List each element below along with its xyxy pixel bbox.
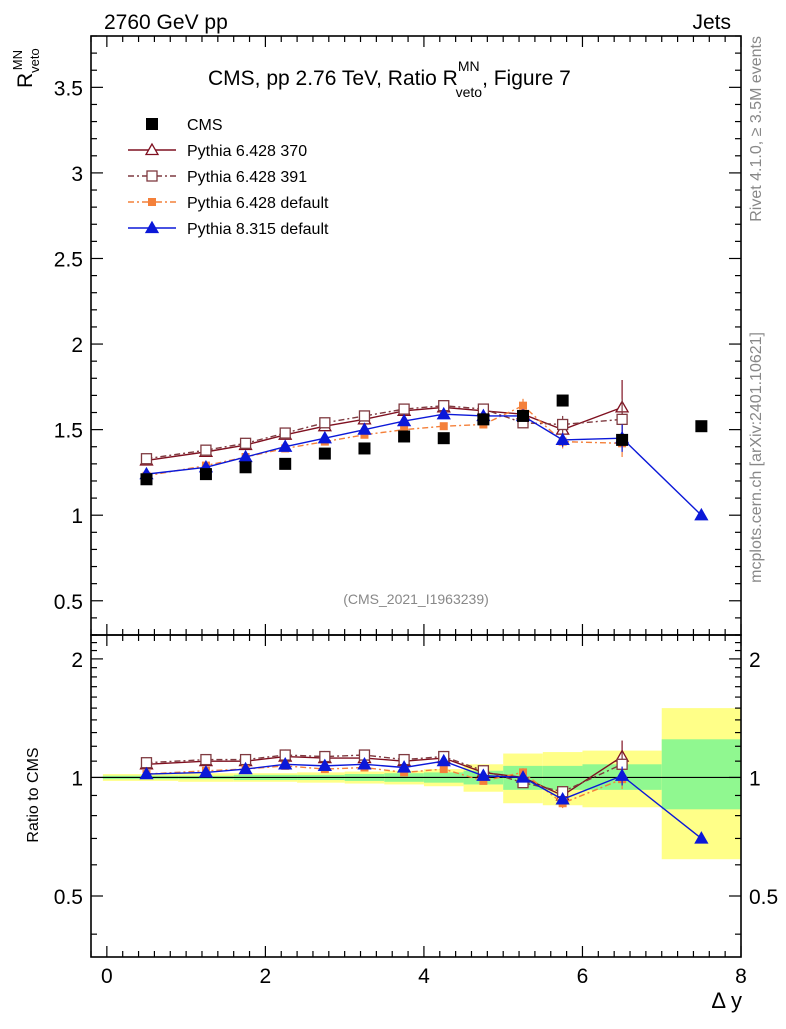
y-tick-label: 3.5: [54, 77, 83, 100]
cms-data-point: [398, 430, 411, 443]
y-tick-label: 3: [71, 163, 83, 186]
ratio-y-tick-label: 0.5: [54, 886, 83, 909]
series-layer: [139, 379, 709, 844]
cms-data-point: [695, 420, 708, 433]
ratio-y-axis-label: Ratio to CMS: [25, 747, 42, 842]
cms-data-point: [358, 442, 371, 455]
cms-data-point: [318, 447, 331, 460]
legend-marker: [148, 198, 156, 206]
y-tick-label: 2.5: [54, 248, 83, 271]
legend: CMS Pythia 6.428 370 Pythia 6.428 391 Pythi…: [128, 117, 329, 238]
cms-data-point: [517, 409, 530, 422]
series-point-pythia-6-428-391: [556, 418, 569, 431]
series-point-pythia-6-428-default: [400, 425, 409, 434]
ratio-point-pythia-8-315-default: [357, 756, 372, 770]
y-tick-label: 1: [71, 505, 83, 528]
series-line-pythia-8-315-default: [146, 413, 702, 516]
series-line-pythia-6-428-370: [146, 406, 623, 462]
legend-marker: [146, 170, 158, 182]
series-point-pythia-6-428-391: [200, 444, 212, 456]
legend-label: Pythia 8.315 default: [187, 221, 329, 238]
rivet-side-label: Rivet 4.1.0, ≥ 3.5M events: [748, 36, 765, 222]
ratio-point-pythia-6-428-default: [479, 776, 488, 785]
ratio-y-tick-label-right: 0.5: [749, 886, 778, 909]
y-tick-label: 2: [71, 334, 83, 357]
series-point-pythia-6-428-391: [358, 410, 371, 422]
ratio-plot-frame: [90, 634, 742, 958]
ratio-point-pythia-8-315-default: [515, 770, 531, 783]
series-point-pythia-6-428-default: [519, 401, 528, 410]
cms-data-point: [437, 432, 450, 445]
cms-data-point: [199, 468, 212, 481]
series-point-pythia-6-428-391: [319, 417, 331, 429]
ratio-band-green: [661, 739, 741, 810]
series-point-pythia-6-428-391: [239, 437, 252, 449]
x-tick-label: 2: [260, 965, 272, 988]
series-line-pythia-6-428-391: [146, 404, 623, 460]
ratio-point-pythia-8-315-default: [317, 758, 332, 772]
ratio-y-tick-label: 1: [71, 767, 83, 790]
x-axis-label: Δ y: [711, 988, 742, 1013]
ratio-point-pythia-8-315-default: [555, 792, 570, 805]
cms-data-point: [477, 413, 490, 426]
series-point-pythia-6-428-391: [616, 413, 628, 426]
series-point-pythia-6-428-default: [439, 422, 448, 431]
ratio-y-tick-label: 2: [71, 649, 83, 672]
ratio-point-pythia-8-315-default: [238, 761, 253, 775]
process-label: Jets: [692, 11, 731, 34]
ratio-point-pythia-8-315-default: [436, 753, 451, 767]
energy-label: 2760 GeV pp: [104, 11, 228, 34]
axes: 0 2 4 6 8 0.5 1 1.5 2 2.5 3 3.5 0.5 1 2 0.5 1 2: [54, 35, 778, 988]
cms-data-point: [140, 473, 153, 486]
legend-marker: [146, 118, 158, 130]
series-point-pythia-6-428-391: [140, 453, 153, 465]
ratio-point-pythia-8-315-default: [139, 766, 154, 780]
plot-title: CMS, pp 2.76 TeV, Ratio RMN veto, Figure …: [208, 58, 571, 100]
ratio-point-pythia-8-315-default: [396, 760, 412, 773]
y-tick-label: 0.5: [54, 591, 83, 614]
x-tick-label: 4: [418, 965, 430, 988]
cms-data-point: [616, 433, 629, 446]
cms-data-point: [556, 394, 569, 407]
ratio-point-pythia-6-428-391: [200, 753, 212, 766]
legend-marker: [144, 220, 160, 234]
main-y-axis-label: RvetoMN: [10, 48, 42, 88]
ratio-point-pythia-6-428-391: [140, 757, 153, 769]
analysis-id: (CMS_2021_I1963239): [343, 591, 489, 607]
ratio-point-pythia-8-315-default: [694, 831, 709, 844]
ratio-point-pythia-6-428-default: [439, 765, 448, 774]
x-tick-label: 8: [735, 965, 747, 988]
y-tick-label: 1.5: [54, 420, 83, 443]
series-point-pythia-8-315-default: [357, 422, 372, 435]
ratio-point-pythia-8-315-default: [614, 768, 630, 781]
legend-label: Pythia 6.428 391: [187, 169, 307, 186]
cms-data-point: [239, 461, 252, 474]
ratio-line-pythia-6-428-391: [146, 754, 623, 793]
series-point-pythia-8-315-default: [396, 413, 412, 427]
series-point-pythia-8-315-default: [694, 507, 709, 521]
series-point-pythia-8-315-default: [436, 406, 451, 420]
legend-label: Pythia 6.428 370: [187, 143, 307, 160]
ratio-y-tick-label-right: 1: [749, 767, 761, 790]
series-point-pythia-8-315-default: [555, 432, 570, 446]
series-line-pythia-6-428-default: [146, 404, 623, 477]
ratio-y-tick-label-right: 2: [749, 649, 761, 672]
ratio-uncertainty-bands: [91, 708, 741, 860]
ratio-point-pythia-8-315-default: [278, 756, 293, 770]
series-point-pythia-6-428-391: [398, 403, 410, 415]
legend-marker: [144, 142, 160, 156]
legend-label: Pythia 6.428 default: [187, 195, 329, 212]
cms-data-point: [279, 457, 292, 470]
legend-label: CMS: [187, 117, 223, 134]
series-point-pythia-8-315-default: [317, 430, 332, 444]
ratio-point-pythia-8-315-default: [198, 765, 214, 778]
x-tick-label: 0: [101, 965, 113, 988]
series-point-pythia-8-315-default: [278, 439, 293, 452]
mcplots-side-label: mcplots.cern.ch [arXiv:2401.10621]: [748, 332, 765, 583]
ratio-line-pythia-6-428-default: [146, 765, 623, 805]
ratio-point-pythia-8-315-default: [476, 768, 491, 781]
series-point-pythia-6-428-391: [279, 427, 291, 439]
x-tick-label: 6: [577, 965, 589, 988]
